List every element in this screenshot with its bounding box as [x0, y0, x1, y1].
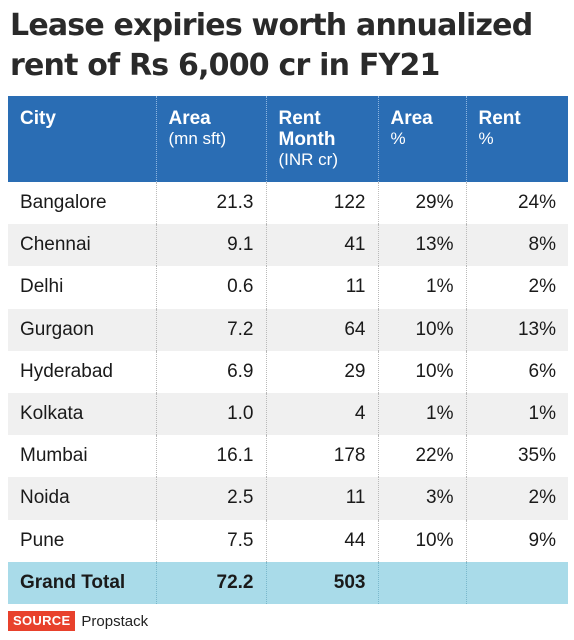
cell-rent: 11 — [266, 477, 379, 520]
cell-rent: 44 — [266, 519, 379, 562]
cell-area-pct: 29% — [378, 182, 467, 225]
chart-title-line-2: rent of Rs 6,000 cr in FY21 — [10, 48, 440, 83]
cell-area: 0.6 — [156, 266, 267, 309]
header-area-pct-unit: % — [390, 129, 406, 148]
header-rent-pct-label: Rent — [478, 108, 521, 129]
total-area: 72.2 — [156, 561, 267, 604]
header-rent-unit: (INR cr) — [278, 150, 338, 169]
total-area-pct — [378, 561, 467, 604]
cell-rent-pct: 2% — [528, 487, 556, 509]
total-rent: 503 — [266, 561, 379, 604]
cell-city: Hyderabad — [8, 350, 157, 393]
chart-title: Lease expiries worth annualized rent of … — [10, 6, 566, 86]
cell-city: Chennai — [8, 224, 157, 267]
cell-rent-pct: 24% — [517, 192, 556, 214]
table-row: Gurgaon 7.2 64 10% 13% — [8, 308, 568, 351]
table-row: Mumbai 16.1 178 22% 35% — [8, 435, 568, 478]
cell-area: 21.3 — [156, 182, 267, 225]
header-city: City — [8, 96, 157, 182]
cell-area: 7.5 — [156, 519, 267, 562]
table-row: Kolkata 1.0 4 1% 1% — [8, 392, 568, 436]
cell-rent-pct: 9% — [528, 529, 556, 551]
cell-area-pct: 1% — [378, 392, 467, 436]
header-row: City Area (mn sft) Rent Month (INR cr) A… — [8, 96, 568, 182]
cell-city: Pune — [8, 519, 157, 562]
cell-area-pct: 10% — [378, 308, 467, 351]
source-name: Propstack — [81, 612, 149, 630]
total-rent-pct — [466, 562, 568, 604]
cell-rent-pct: 1% — [528, 403, 556, 425]
cell-rent-pct: 6% — [528, 360, 556, 382]
header-rent-pct: Rent % — [466, 96, 568, 182]
header-area: Area (mn sft) — [156, 96, 267, 182]
header-rent-label: Rent Month — [278, 108, 336, 150]
table-row: Delhi 0.6 11 1% 2% — [8, 266, 568, 309]
cell-area-pct: 13% — [378, 224, 467, 267]
cell-rent-pct: 8% — [528, 234, 556, 256]
cell-rent-pct: 2% — [528, 276, 556, 298]
cell-rent: 122 — [266, 182, 379, 225]
cell-area: 16.1 — [156, 435, 267, 478]
table-header: City Area (mn sft) Rent Month (INR cr) A… — [8, 96, 568, 182]
cell-city: Gurgaon — [8, 308, 157, 351]
cell-area-pct: 10% — [378, 350, 467, 393]
cell-rent: 178 — [266, 435, 379, 478]
cell-rent: 41 — [266, 224, 379, 267]
cell-area: 9.1 — [156, 224, 267, 267]
chart-title-line-1: Lease expiries worth annualized — [10, 8, 533, 43]
cell-area-pct: 1% — [378, 266, 467, 309]
cell-area: 2.5 — [156, 477, 267, 520]
header-area-unit: (mn sft) — [168, 129, 227, 148]
table-row: Chennai 9.1 41 13% 8% — [8, 224, 568, 267]
total-label: Grand Total — [8, 561, 157, 604]
header-rent-pct-unit: % — [478, 129, 494, 148]
cell-city: Mumbai — [8, 435, 157, 478]
cell-city: Kolkata — [8, 392, 157, 436]
cell-rent: 4 — [266, 392, 379, 436]
cell-city: Bangalore — [8, 182, 157, 225]
cell-area: 6.9 — [156, 350, 267, 393]
cell-rent: 29 — [266, 350, 379, 393]
table-row: Bangalore 21.3 122 29% 24% — [8, 182, 568, 225]
cell-rent: 11 — [266, 266, 379, 309]
table-row: Hyderabad 6.9 29 10% 6% — [8, 350, 568, 393]
cell-area-pct: 3% — [378, 477, 467, 520]
header-area-pct: Area % — [378, 96, 467, 182]
cell-rent-pct: 13% — [517, 318, 556, 340]
table-footer: Grand Total 72.2 503 — [8, 561, 568, 604]
cell-area: 1.0 — [156, 392, 267, 436]
cell-city: Delhi — [8, 266, 157, 309]
header-rent: Rent Month (INR cr) — [266, 96, 379, 182]
table-row: Noida 2.5 11 3% 2% — [8, 477, 568, 520]
cell-area: 7.2 — [156, 308, 267, 351]
header-area-label: Area — [168, 108, 211, 129]
cell-area-pct: 10% — [378, 519, 467, 562]
cell-rent-pct: 35% — [517, 445, 556, 467]
cell-area-pct: 22% — [378, 435, 467, 478]
lease-expiry-table: City Area (mn sft) Rent Month (INR cr) A… — [8, 96, 568, 604]
header-city-label: City — [20, 108, 56, 129]
source-badge: SOURCE — [8, 611, 76, 631]
grand-total-row: Grand Total 72.2 503 — [8, 561, 568, 604]
table-row: Pune 7.5 44 10% 9% — [8, 519, 568, 562]
source-credit: SOURCE Propstack — [8, 611, 148, 631]
cell-rent: 64 — [266, 308, 379, 351]
cell-city: Noida — [8, 477, 157, 520]
header-area-pct-label: Area — [390, 108, 433, 129]
table-body: Bangalore 21.3 122 29% 24% Chennai 9.1 4… — [8, 182, 568, 562]
